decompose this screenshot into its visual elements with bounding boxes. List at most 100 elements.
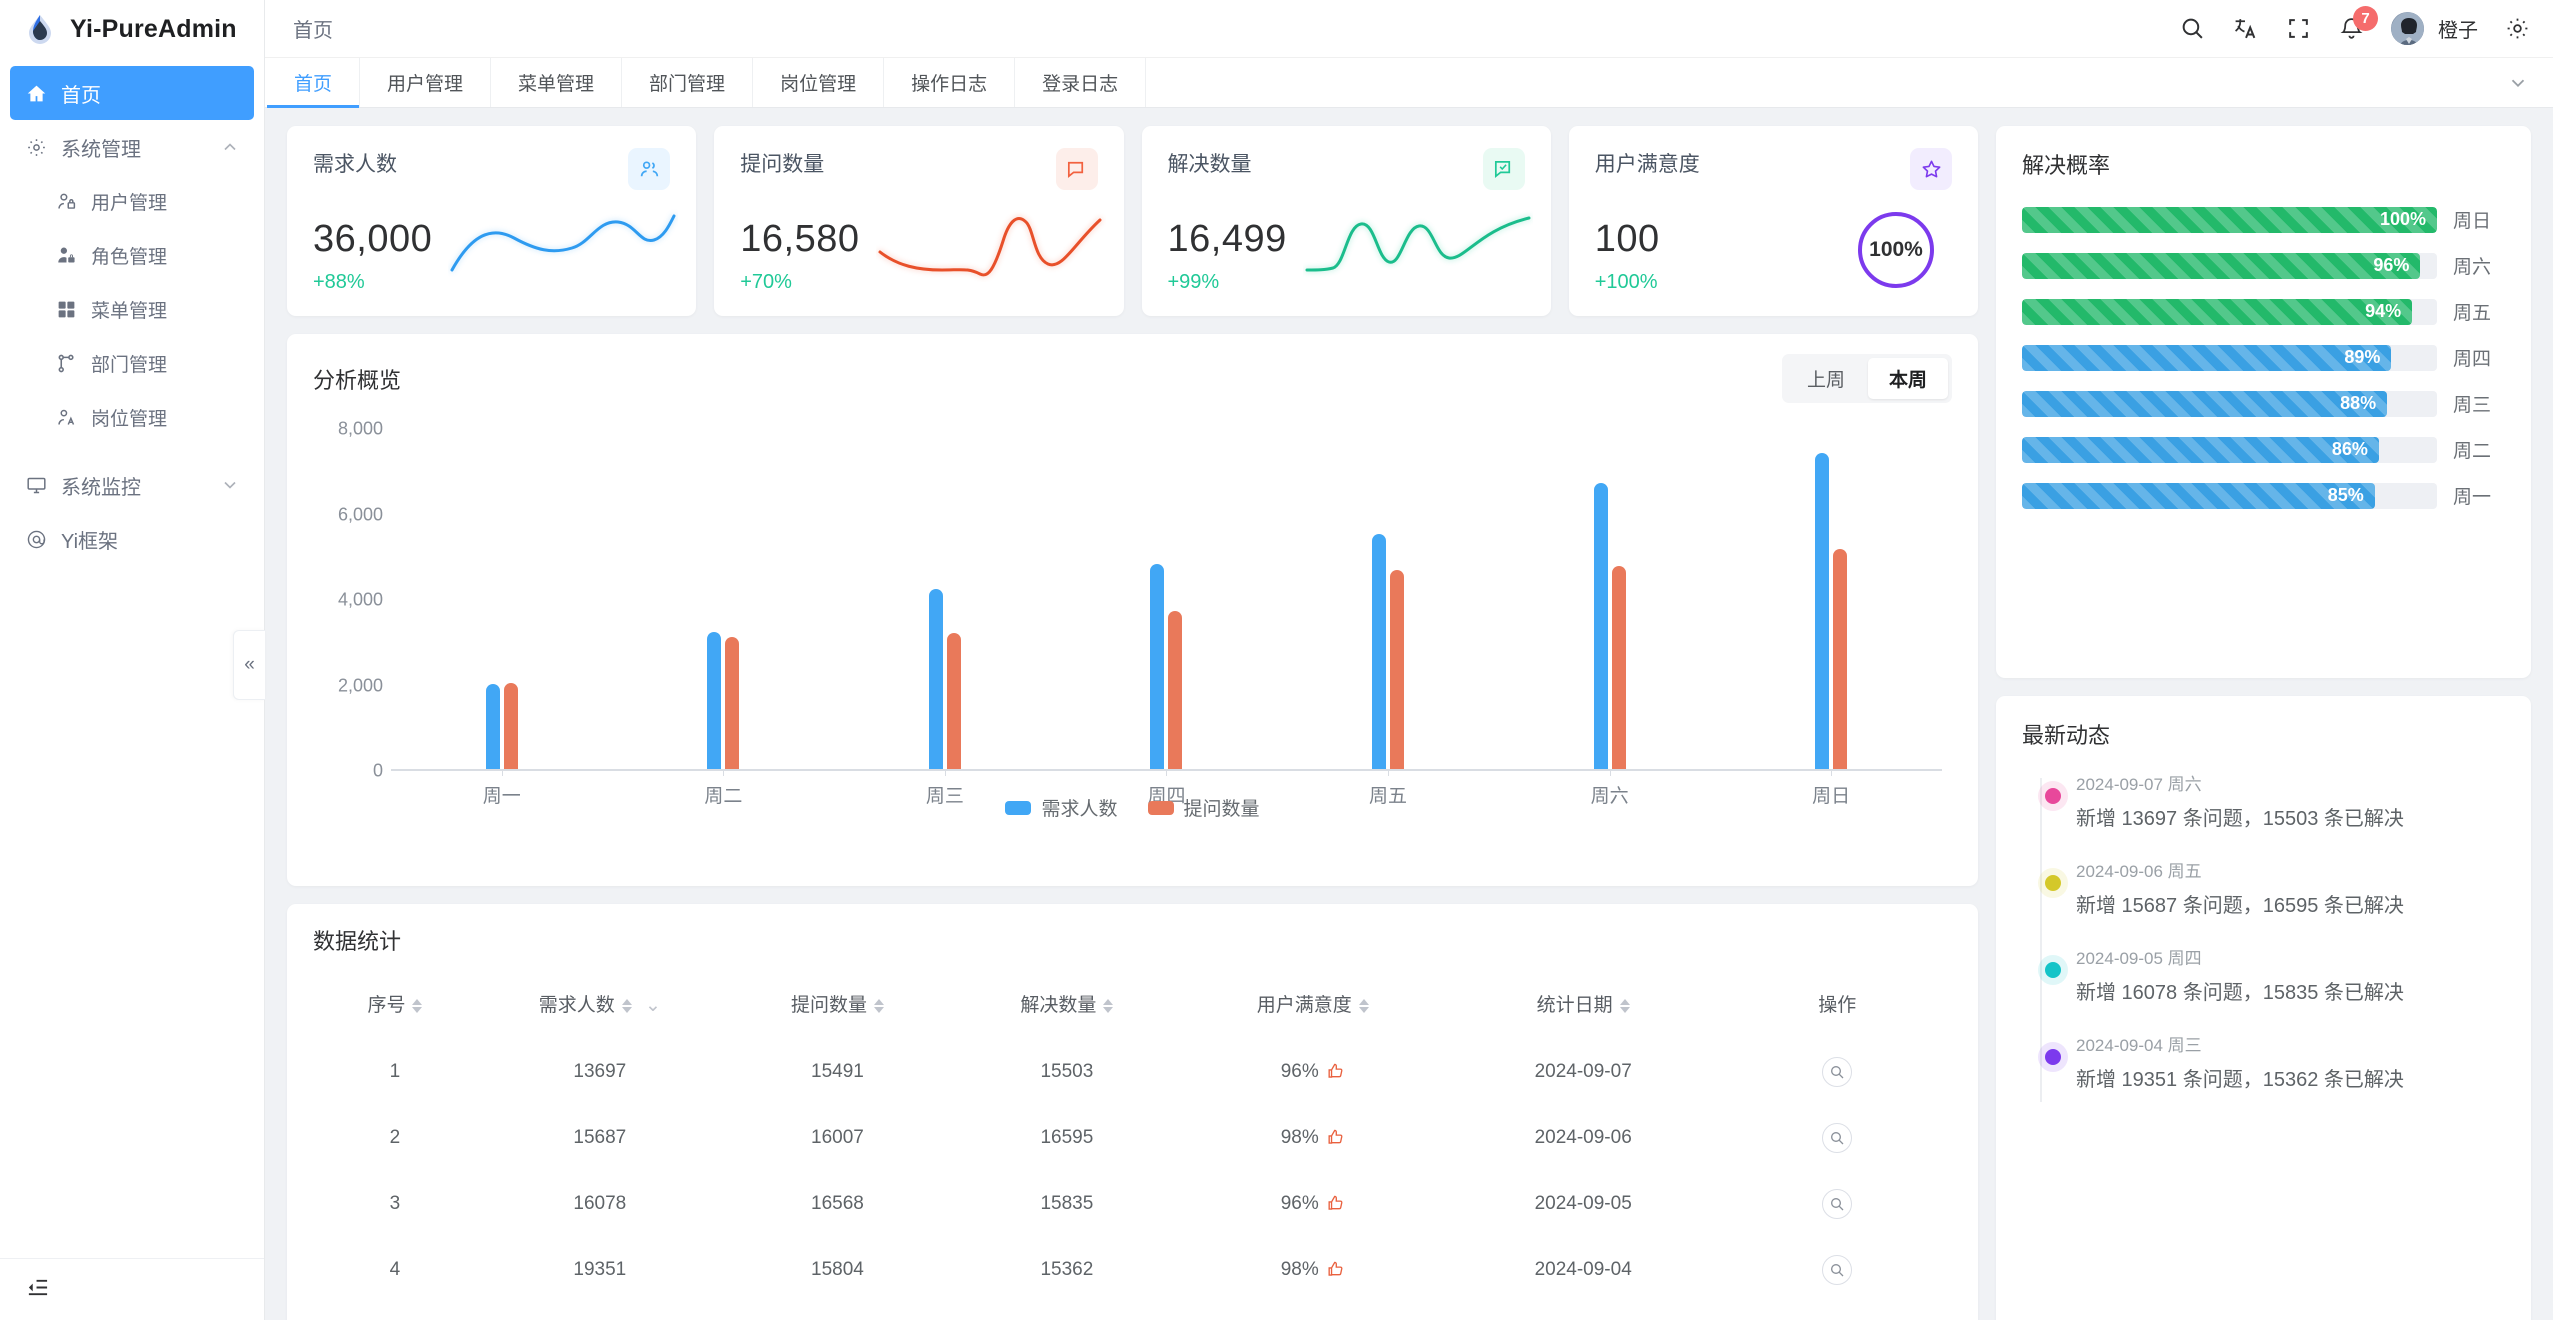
column-header-no[interactable]: 序号	[313, 978, 477, 1039]
probability-track: 86%	[2022, 436, 2437, 463]
sidebar-item-system-monitor[interactable]: 系统监控	[10, 458, 254, 512]
chevron-down-icon[interactable]: ⌄	[645, 995, 661, 1016]
cell-ask: 15804	[811, 1259, 864, 1280]
table-row[interactable]: 517227159741693796%2024-09-03	[313, 1303, 1952, 1320]
x-tick-label: 周日	[1812, 786, 1851, 807]
sort-icon[interactable]	[873, 998, 884, 1013]
tab-dept-management[interactable]: 部门管理	[622, 58, 754, 107]
legend-swatch	[1147, 800, 1174, 815]
bar-提问数量-周二[interactable]	[725, 637, 740, 769]
gear-icon[interactable]	[2504, 15, 2531, 42]
menu-collapse-icon[interactable]	[26, 1276, 49, 1304]
chart-legend: 需求人数 提问数量	[313, 794, 1952, 821]
bar-需求人数-周日[interactable]	[1815, 452, 1830, 769]
timeline-date: 2024-09-06 周五	[2076, 862, 2202, 881]
sort-icon[interactable]	[1358, 998, 1369, 1013]
column-header-ask[interactable]: 提问数量	[723, 978, 952, 1039]
bar-需求人数-周二[interactable]	[707, 632, 722, 769]
tab-operation-log[interactable]: 操作日志	[884, 58, 1016, 107]
timeline-dot	[2045, 875, 2061, 891]
cell-demand: 17227	[477, 1303, 723, 1320]
chevron-up-icon[interactable]	[220, 137, 240, 157]
cell-action	[1723, 1039, 1953, 1105]
brand[interactable]: Yi-PureAdmin	[0, 0, 264, 58]
sidebar-item-menu-management[interactable]: 菜单管理	[10, 282, 254, 336]
tab-post-management[interactable]: 岗位管理	[753, 58, 885, 107]
sort-icon[interactable]	[621, 998, 632, 1013]
sidebar-item-role-management[interactable]: 角色管理	[10, 228, 254, 282]
y-axis: 0 2,000 4,000 6,000 8,000	[313, 419, 391, 781]
bar-提问数量-周一[interactable]	[503, 682, 518, 769]
table-row[interactable]: 1 13697 15491 15503 96% 2024-09-07	[313, 1039, 1952, 1105]
chevron-down-icon[interactable]	[2483, 58, 2553, 107]
table-row[interactable]: 3 16078 16568 15835 96% 2024-09-05	[313, 1171, 1952, 1237]
search-circle-icon[interactable]	[1822, 1057, 1853, 1087]
sort-icon[interactable]	[1103, 998, 1114, 1013]
sidebar-item-dept-management[interactable]: 部门管理	[10, 336, 254, 390]
bar-提问数量-周六[interactable]	[1611, 565, 1626, 769]
breadcrumb[interactable]: 首页	[293, 20, 333, 42]
bar-提问数量-周日[interactable]	[1833, 548, 1848, 769]
sidebar-item-system-management[interactable]: 系统管理	[10, 120, 254, 174]
content-area: 需求人数 36,000 +88%	[265, 108, 2553, 1320]
avatar[interactable]	[2391, 12, 2424, 45]
username-label[interactable]: 橙子	[2438, 20, 2478, 42]
period-this-week-button[interactable]: 本周	[1867, 358, 1948, 399]
table-row[interactable]: 2 15687 16007 16595 98% 2024-09-06	[313, 1105, 1952, 1171]
chevron-down-icon[interactable]	[220, 475, 240, 495]
post-icon	[54, 405, 78, 429]
column-header-demand[interactable]: 需求人数 ⌄	[538, 995, 661, 1016]
list-item: 2024-09-04 周三 新增 19351 条问题，15362 条已解决	[2034, 1031, 2505, 1092]
bar-需求人数-周六[interactable]	[1593, 482, 1608, 769]
fullscreen-icon[interactable]	[2285, 15, 2312, 42]
translate-icon[interactable]	[2232, 15, 2259, 42]
probability-track: 94%	[2022, 298, 2437, 325]
period-last-week-button[interactable]: 上周	[1806, 370, 1845, 391]
tab-login-log[interactable]: 登录日志	[1015, 58, 1147, 107]
grid-icon	[54, 297, 78, 321]
probability-track: 88%	[2022, 390, 2437, 417]
bar-需求人数-周五[interactable]	[1372, 533, 1387, 769]
probability-track: 100%	[2022, 206, 2437, 233]
probability-track: 89%	[2022, 344, 2437, 371]
bar-需求人数-周一[interactable]	[485, 683, 500, 769]
column-header-action: 操作	[1818, 995, 1857, 1016]
bar-提问数量-周三[interactable]	[946, 633, 961, 769]
sort-icon[interactable]	[1619, 998, 1630, 1013]
stat-value: 16,580	[740, 218, 860, 260]
legend-item-questions[interactable]: 提问数量	[1147, 794, 1260, 821]
bar-需求人数-周三[interactable]	[928, 589, 943, 769]
cell-ask: 16007	[811, 1127, 864, 1148]
search-circle-icon[interactable]	[1822, 1255, 1853, 1285]
sidebar-collapse-button[interactable]: «	[233, 630, 265, 700]
search-icon[interactable]	[2179, 15, 2206, 42]
role-lock-icon	[54, 243, 78, 267]
sidebar-item-yi-framework[interactable]: Yi框架	[10, 512, 254, 566]
tab-menu-management[interactable]: 菜单管理	[491, 58, 623, 107]
tab-home[interactable]: 首页	[267, 58, 361, 108]
bar-需求人数-周四[interactable]	[1150, 563, 1165, 769]
message-icon	[1055, 148, 1098, 190]
sidebar-item-post-management[interactable]: 岗位管理	[10, 390, 254, 444]
sidebar-item-home[interactable]: 首页	[10, 66, 254, 120]
sort-icon[interactable]	[412, 998, 423, 1013]
stat-title: 提问数量	[740, 153, 825, 176]
bar-group	[928, 429, 961, 776]
search-circle-icon[interactable]	[1822, 1123, 1853, 1153]
column-header-date[interactable]: 统计日期	[1444, 978, 1723, 1039]
bar-提问数量-周五[interactable]	[1390, 570, 1405, 769]
stat-title: 需求人数	[313, 153, 397, 176]
bell-icon[interactable]: 7	[2338, 6, 2378, 42]
column-header-satisfaction[interactable]: 用户满意度	[1182, 978, 1444, 1039]
tab-user-management[interactable]: 用户管理	[360, 58, 492, 107]
legend-item-demand[interactable]: 需求人数	[1005, 794, 1118, 821]
analysis-chart-card: 分析概览 上周 本周 0 2,000 4,000 6,000 8,000	[287, 334, 1978, 886]
bar-提问数量-周四[interactable]	[1168, 610, 1183, 769]
table-row[interactable]: 4 19351 15804 15362 98% 2024-09-04	[313, 1237, 1952, 1303]
column-header-solve[interactable]: 解决数量	[952, 978, 1181, 1039]
x-axis-labels: 周一 周二 周三 周四 周五 周六 周日	[391, 781, 1942, 808]
bar-chart: 0 2,000 4,000 6,000 8,000 周一 周二 周三 周四 周五 周六 周日…	[313, 419, 1952, 829]
sidebar-item-label: 角色管理	[91, 246, 168, 268]
search-circle-icon[interactable]	[1822, 1189, 1853, 1219]
sidebar-item-user-management[interactable]: 用户管理	[10, 174, 254, 228]
